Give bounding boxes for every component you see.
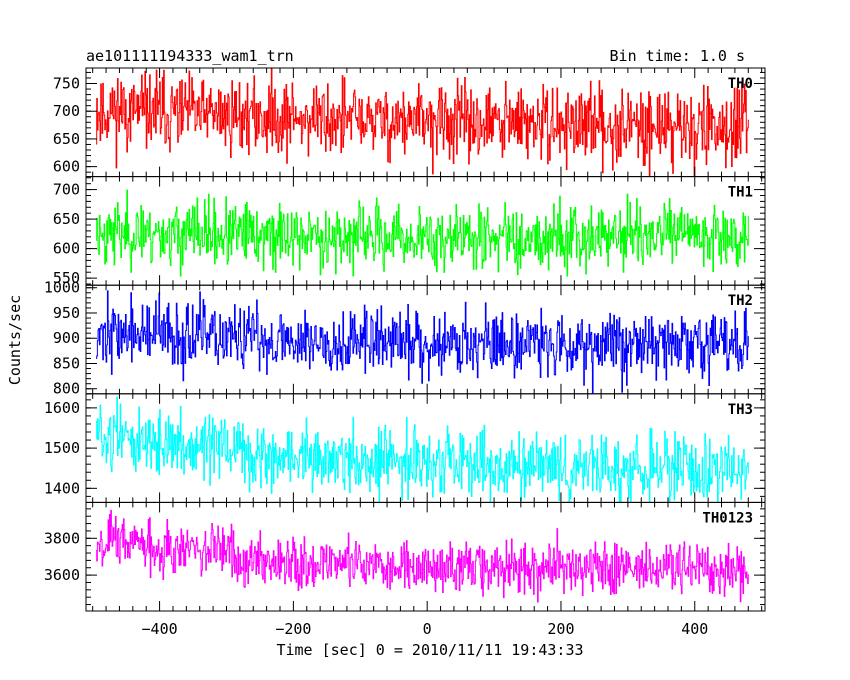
- x-tick-label: −200: [275, 620, 311, 638]
- panel-label-th0123: TH0123: [702, 510, 753, 526]
- series-line-th3: [96, 396, 749, 503]
- y-tick-label: 750: [53, 75, 80, 93]
- y-axis-label: Counts/sec: [6, 295, 24, 385]
- x-tick-label: −400: [142, 620, 178, 638]
- x-axis-label: Time [sec] 0 = 2010/11/11 19:43:33: [276, 641, 583, 659]
- series-line-th0: [96, 68, 749, 177]
- panels-group: TH0 600 650 700 750 TH1 550 600 650 700 TH2 800 850 9…: [44, 67, 766, 638]
- y-tick-label: 950: [53, 304, 80, 322]
- x-tick-label: 0: [423, 620, 432, 638]
- panel-frame: [85, 393, 766, 503]
- y-tick-label: 900: [53, 329, 80, 347]
- panel-label-th2: TH2: [728, 293, 753, 309]
- y-tick-label: 3800: [44, 529, 80, 547]
- y-tick-label: 700: [53, 181, 80, 199]
- y-tick-label: 650: [53, 130, 80, 148]
- x-tick-label: 400: [681, 620, 708, 638]
- chart-title: ae101111194333_wam1_trn: [86, 47, 294, 65]
- panel-frame: [85, 501, 766, 612]
- panel-label-th1: TH1: [728, 185, 753, 201]
- series-line-th0123: [96, 509, 749, 603]
- y-tick-label: 1000: [44, 279, 80, 297]
- panel-label-th0: TH0: [728, 76, 753, 92]
- y-tick-label: 700: [53, 102, 80, 120]
- y-tick-label: 850: [53, 354, 80, 372]
- panel-label-th3: TH3: [728, 402, 753, 418]
- bin-time-label: Bin time: 1.0 s: [610, 47, 745, 65]
- y-tick-label: 600: [53, 158, 80, 176]
- series-line-th1: [96, 189, 749, 277]
- y-tick-label: 650: [53, 210, 80, 228]
- y-tick-label: 1400: [44, 479, 80, 497]
- y-tick-label: 1600: [44, 399, 80, 417]
- y-tick-label: 1500: [44, 439, 80, 457]
- y-tick-label: 3600: [44, 566, 80, 584]
- y-tick-label: 550: [53, 269, 80, 287]
- series-line-th2: [96, 290, 749, 394]
- y-tick-label: 800: [53, 380, 80, 398]
- x-tick-label: 200: [547, 620, 574, 638]
- y-tick-label: 600: [53, 240, 80, 258]
